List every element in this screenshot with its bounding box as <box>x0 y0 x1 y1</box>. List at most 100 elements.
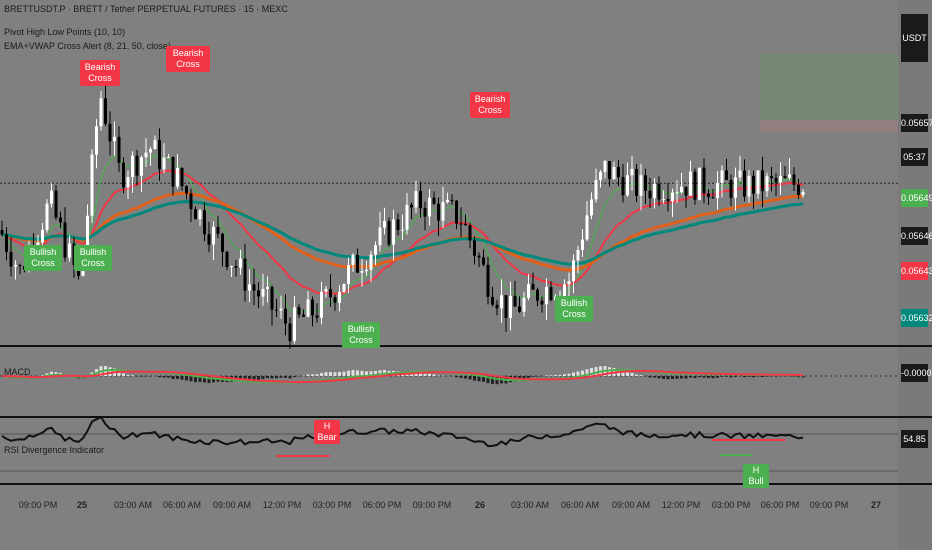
candle-body <box>149 149 152 153</box>
candle-body <box>378 227 382 246</box>
macd-hist-bar <box>671 376 674 380</box>
candle-body <box>180 168 184 187</box>
candle-body <box>18 264 22 267</box>
candle-body <box>783 176 787 178</box>
candle-body <box>63 222 67 258</box>
candle-body <box>531 284 535 290</box>
candle-body <box>743 170 746 197</box>
candle-body <box>725 170 728 180</box>
macd-hist-bar <box>531 376 535 377</box>
macd-hist-bar <box>752 376 755 378</box>
candle-body <box>387 220 391 245</box>
candle-body <box>441 202 445 221</box>
macd-hist-bar <box>180 376 184 380</box>
candle-body <box>329 288 332 298</box>
candle-body <box>270 286 274 310</box>
candle-body <box>342 283 346 292</box>
candle-body <box>711 197 715 199</box>
candle-body <box>0 230 4 235</box>
macd-hist-bar <box>279 376 283 378</box>
candle-body <box>419 190 422 209</box>
candle-body <box>428 197 431 217</box>
candle-body <box>576 249 580 261</box>
candle-body <box>171 156 175 187</box>
x-tick-label: 03:00 PM <box>711 500 751 510</box>
rsi-value-label: 54.85 <box>901 430 928 448</box>
x-tick-label: 03:00 AM <box>510 500 550 510</box>
candle-body <box>738 170 742 178</box>
currency-label: USDT <box>901 14 928 62</box>
candle-body <box>347 265 350 284</box>
candle-body <box>239 258 242 268</box>
candle-body <box>707 193 710 198</box>
candle-body <box>185 186 188 194</box>
macd-hist-bar <box>486 376 490 384</box>
candle-body <box>356 254 359 273</box>
candle-body <box>86 215 89 258</box>
macd-hist-bar <box>743 376 746 378</box>
macd-hist-bar <box>347 370 350 376</box>
indicator-ema-vwap-label: EMA+VWAP Cross Alert (8, 21, 50, close) <box>4 41 171 51</box>
macd-hist-bar <box>563 374 566 376</box>
macd-hist-bar <box>792 376 796 377</box>
candle-body <box>684 186 688 196</box>
candle-body <box>770 176 773 178</box>
candle-body <box>509 295 512 318</box>
candle-body <box>311 299 314 316</box>
candle-body <box>212 226 215 245</box>
target-zone <box>760 54 898 120</box>
candle-body <box>297 307 301 315</box>
candle-body <box>477 255 481 258</box>
x-tick-label: 03:00 AM <box>113 500 153 510</box>
candle-body <box>230 266 233 268</box>
price-label-last: 0.05646 <box>901 227 932 245</box>
bullish-cross-tag: Bullish Cross <box>555 296 593 322</box>
macd-hist-bar <box>653 376 656 378</box>
candle-body <box>626 175 629 196</box>
macd-hist-bar <box>522 376 526 380</box>
macd-hist-bar <box>243 376 247 381</box>
macd-hist-bar <box>266 376 269 379</box>
macd-hist-bar <box>288 376 292 379</box>
macd-hist-bar <box>702 376 706 378</box>
candle-body <box>671 192 674 202</box>
macd-hist-bar <box>572 372 575 376</box>
macd-hist-bar <box>455 376 458 378</box>
candle-body <box>675 192 679 194</box>
candle-body <box>50 190 53 204</box>
candle-body <box>572 260 575 282</box>
macd-hist-bar <box>711 376 715 379</box>
macd-hist-bar <box>761 376 764 378</box>
macd-hist-bar <box>765 376 769 377</box>
candle-body <box>153 139 157 150</box>
candle-body <box>108 123 112 142</box>
candle-body <box>437 203 440 221</box>
macd-hist-bar <box>716 376 719 378</box>
candle-body <box>360 271 364 273</box>
candle-body <box>482 257 485 265</box>
candle-body <box>162 157 166 170</box>
macd-hist-bar <box>329 372 332 376</box>
candle-body <box>158 139 161 170</box>
macd-hist-bar <box>140 376 143 377</box>
macd-hist-bar <box>747 376 751 377</box>
candle-body <box>464 223 467 226</box>
candle-body <box>126 177 130 188</box>
macd-hist-bar <box>158 376 161 378</box>
candle-body <box>716 182 719 199</box>
macd-hist-bar <box>167 376 170 378</box>
candle-body <box>320 291 323 318</box>
macd-hist-bar <box>207 376 211 384</box>
candle-body <box>59 217 62 223</box>
candle-body <box>608 161 611 180</box>
macd-hist-bar <box>477 376 481 382</box>
candle-body <box>14 264 17 267</box>
bullish-cross-tag: Bullish Cross <box>74 245 112 271</box>
price-label-ema-mid: 0.05643 <box>901 262 932 280</box>
macd-hist-bar <box>275 376 278 379</box>
macd-hist-bar <box>482 376 485 382</box>
macd-hist-bar <box>122 373 125 376</box>
candle-body <box>594 180 598 200</box>
candle-body <box>99 98 103 127</box>
